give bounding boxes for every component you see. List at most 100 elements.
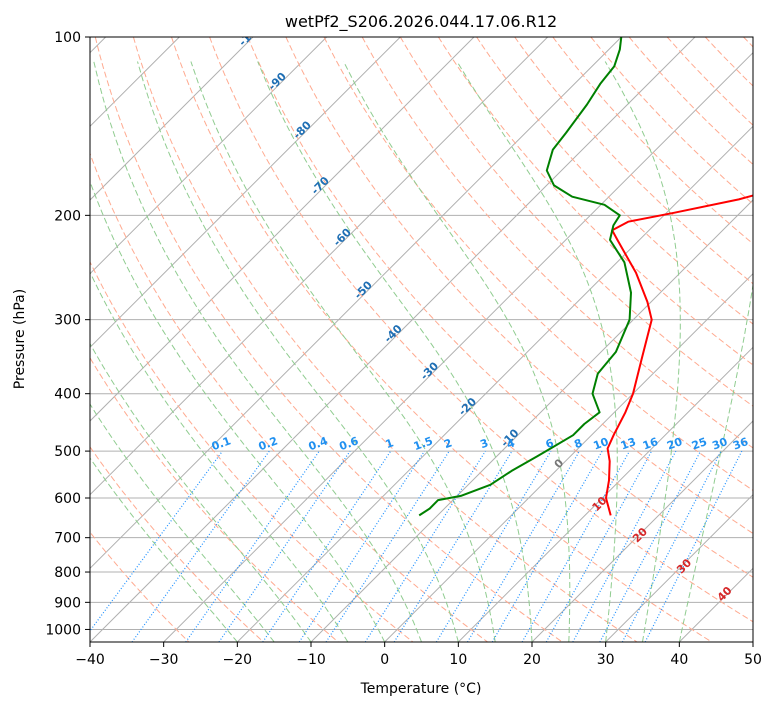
moist-adiabat-line (678, 282, 753, 642)
x-tick-label: 20 (523, 652, 541, 668)
mixing-ratio-label: 10 (592, 435, 611, 453)
y-tick-label: 800 (54, 565, 81, 581)
mixing-ratio-line (466, 450, 580, 642)
mixing-ratio-label: 20 (665, 435, 684, 453)
dry-adiabat-line (590, 37, 753, 205)
mixing-ratio-label: 0.6 (338, 434, 361, 453)
isotherm-line (531, 420, 753, 642)
moist-adiabat-line (93, 61, 422, 642)
plot-area: -100-90-80-70-60-50-40-30-20-10010203040… (90, 20, 753, 642)
mixing-ratio-line (298, 450, 425, 642)
mixing-ratio-label: 0.1 (210, 434, 233, 453)
mixing-ratio-line (521, 450, 631, 642)
dry-adiabat-line (90, 260, 414, 642)
y-tick-label: 300 (54, 313, 81, 329)
mixing-ratio-label: 2 (442, 436, 454, 451)
x-tick-label: −40 (75, 652, 105, 668)
y-tick-label: 600 (54, 491, 81, 507)
mixing-ratio-label: 0.2 (257, 434, 280, 453)
isotherm-line (90, 37, 401, 349)
mixing-ratio-line (90, 450, 223, 632)
isotherm-label: -100 (236, 20, 265, 49)
mixing-ratio-label: 13 (619, 435, 638, 452)
y-tick-label: 500 (54, 444, 81, 460)
plot-frame (89, 36, 754, 643)
mixing-ratio-label: 1.5 (412, 434, 435, 453)
moist-adiabat-line (456, 61, 618, 642)
x-tick-label: 40 (670, 652, 688, 668)
x-tick-label: −20 (223, 652, 253, 668)
x-tick-label: 0 (380, 652, 389, 668)
y-tick-label: 900 (54, 595, 81, 611)
mixing-ratio-label: 1 (384, 436, 396, 451)
isotherm-line (90, 37, 475, 422)
y-tick-label: 700 (54, 531, 81, 547)
moist-adiabat-line (90, 180, 386, 642)
dry-adiabat-line (132, 37, 638, 642)
isotherm-line (163, 51, 753, 642)
mixing-ratio-line (218, 450, 351, 642)
moist-adiabat-line (343, 61, 571, 642)
isotherm-line (605, 493, 753, 642)
isotherm-line (310, 199, 753, 642)
dry-adiabat-line (171, 37, 712, 642)
moist-adiabat-line (90, 271, 349, 642)
x-tick-label: 10 (449, 652, 467, 668)
mixing-ratio-line (545, 450, 653, 642)
x-tick-label: 30 (597, 652, 615, 668)
moist-adiabat-line (604, 61, 681, 642)
dry-adiabat-line (476, 37, 753, 325)
mixing-ratio-label: 6 (544, 436, 556, 451)
mixing-ratio-label: 8 (572, 436, 584, 451)
mixing-ratio-label: 25 (690, 435, 709, 452)
mixing-ratio-line (491, 450, 603, 642)
isotherm-line (90, 37, 622, 570)
mixing-ratio-line (262, 450, 392, 642)
mixing-ratio-line (131, 450, 270, 642)
x-axis-label: Temperature (°C) (360, 681, 482, 697)
isotherm-line (90, 37, 328, 275)
mixing-ratio-label: 30 (710, 435, 729, 453)
dry-adiabat-line (90, 531, 190, 642)
moist-adiabat-line (257, 61, 533, 642)
dry-adiabat-line (628, 37, 753, 166)
dry-adiabat-line (361, 37, 753, 449)
mixing-ratio-line (435, 450, 552, 642)
x-tick-label: −30 (149, 652, 179, 668)
chart-title: wetPf2_S206.2026.044.17.06.R12 (285, 12, 557, 32)
mixing-ratio-line (572, 450, 677, 642)
mixing-ratio-label: 3 (478, 436, 490, 451)
dry-adiabat-line (514, 37, 753, 285)
y-tick-label: 400 (54, 387, 81, 403)
y-tick-label: 200 (54, 208, 81, 224)
isotherm-line (384, 272, 753, 642)
dry-adiabat-line (437, 37, 753, 366)
mixing-ratio-label: 4 (505, 436, 517, 451)
dry-adiabat-line (90, 446, 264, 642)
temperature-profile-line (605, 194, 753, 516)
y-axis: 100 200 300 400 500 600 700 800 900 1000 (45, 30, 90, 638)
isotherm-line (90, 37, 549, 496)
isotherm-line (90, 37, 254, 201)
isotherm-line (457, 346, 753, 642)
dewpoint-profile-line (418, 37, 632, 517)
dry-adiabat-line (399, 37, 753, 407)
moist-adiabat-line (137, 61, 459, 642)
mixing-ratio-label: 0.4 (307, 434, 330, 453)
moist-adiabat-line (90, 457, 238, 642)
x-axis: −40 −30 −20 −10 0 10 20 30 40 50 (75, 642, 762, 668)
dry-adiabat-line (94, 37, 563, 642)
y-tick-label: 100 (54, 30, 81, 46)
mixing-ratio-line (325, 450, 450, 642)
mixing-ratio-label: 36 (731, 435, 750, 453)
y-axis-label: Pressure (hPa) (12, 289, 28, 389)
isotherm-line (236, 125, 753, 642)
y-tick-label: 1000 (45, 622, 81, 638)
x-tick-label: 50 (744, 652, 762, 668)
mixing-ratio-label: 16 (641, 435, 660, 453)
dry-adiabat-line (247, 37, 753, 578)
x-tick-label: −10 (296, 652, 326, 668)
dry-adiabat-line (209, 37, 753, 623)
